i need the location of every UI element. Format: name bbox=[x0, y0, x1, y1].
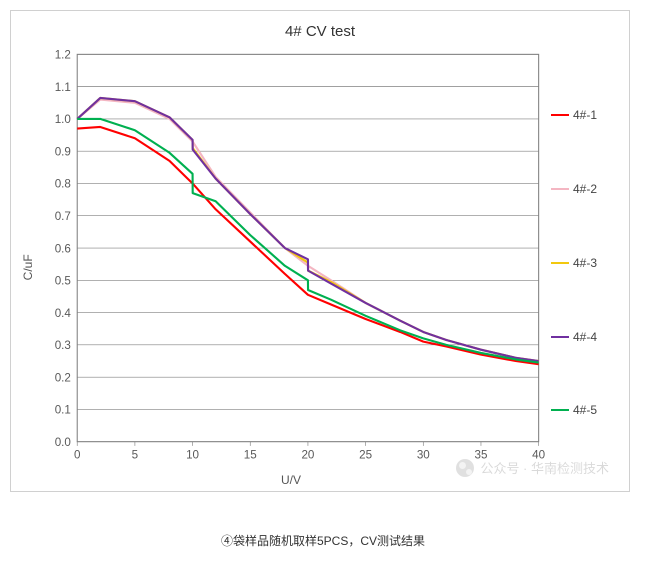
legend-item: 4#-2 bbox=[551, 182, 621, 196]
svg-text:0.7: 0.7 bbox=[55, 210, 71, 223]
svg-text:0.5: 0.5 bbox=[55, 275, 71, 288]
svg-text:0.9: 0.9 bbox=[55, 145, 71, 158]
y-axis-label: C/uF bbox=[19, 48, 37, 487]
legend-swatch bbox=[551, 188, 569, 190]
legend-label: 4#-2 bbox=[573, 182, 597, 196]
legend-label: 4#-4 bbox=[573, 330, 597, 344]
svg-text:0.4: 0.4 bbox=[55, 307, 72, 320]
svg-text:0.3: 0.3 bbox=[55, 339, 71, 352]
svg-text:15: 15 bbox=[244, 449, 257, 462]
svg-text:1.1: 1.1 bbox=[55, 81, 71, 94]
svg-text:10: 10 bbox=[186, 449, 199, 462]
svg-text:0.8: 0.8 bbox=[55, 178, 71, 191]
legend-label: 4#-5 bbox=[573, 403, 597, 417]
chart-card: 4# CV test C/uF 0.0 0.1 0.2 0.3 0.4 0.5 0.6 0.7… bbox=[10, 10, 630, 492]
svg-text:35: 35 bbox=[474, 449, 487, 462]
legend-swatch bbox=[551, 262, 569, 264]
legend-swatch bbox=[551, 114, 569, 116]
legend-label: 4#-3 bbox=[573, 256, 597, 270]
line-chart: 0.0 0.1 0.2 0.3 0.4 0.5 0.6 0.7 0.8 0.9 1.0 1.1 1.2 0… bbox=[37, 48, 545, 471]
svg-text:40: 40 bbox=[532, 449, 545, 462]
legend: 4#-1 4#-2 4#-3 4#-4 4#-5 bbox=[545, 48, 621, 487]
svg-text:30: 30 bbox=[417, 449, 430, 462]
svg-text:1.2: 1.2 bbox=[55, 49, 71, 62]
svg-text:0.6: 0.6 bbox=[55, 242, 71, 255]
svg-text:25: 25 bbox=[359, 449, 372, 462]
svg-text:1.0: 1.0 bbox=[55, 113, 72, 126]
legend-label: 4#-1 bbox=[573, 108, 597, 122]
svg-text:5: 5 bbox=[132, 449, 138, 462]
svg-text:0.1: 0.1 bbox=[55, 404, 71, 417]
chart-title: 4# CV test bbox=[19, 23, 621, 40]
chart-body: C/uF 0.0 0.1 0.2 0.3 0.4 0.5 0.6 0.7 0.8 0.9 1.0 1.… bbox=[19, 48, 621, 487]
legend-item: 4#-4 bbox=[551, 330, 621, 344]
x-axis-label: U/V bbox=[37, 473, 545, 487]
svg-text:20: 20 bbox=[301, 449, 314, 462]
svg-text:0: 0 bbox=[74, 449, 81, 462]
legend-swatch bbox=[551, 336, 569, 338]
svg-text:0.2: 0.2 bbox=[55, 371, 71, 384]
svg-text:0.0: 0.0 bbox=[55, 436, 72, 449]
plot-wrap: 0.0 0.1 0.2 0.3 0.4 0.5 0.6 0.7 0.8 0.9 1.0 1.1 1.2 0… bbox=[37, 48, 545, 487]
legend-item: 4#-3 bbox=[551, 256, 621, 270]
caption: ④袋样品随机取样5PCS，CV测试结果 bbox=[10, 532, 636, 549]
legend-swatch bbox=[551, 409, 569, 411]
legend-item: 4#-5 bbox=[551, 403, 621, 417]
legend-item: 4#-1 bbox=[551, 108, 621, 122]
